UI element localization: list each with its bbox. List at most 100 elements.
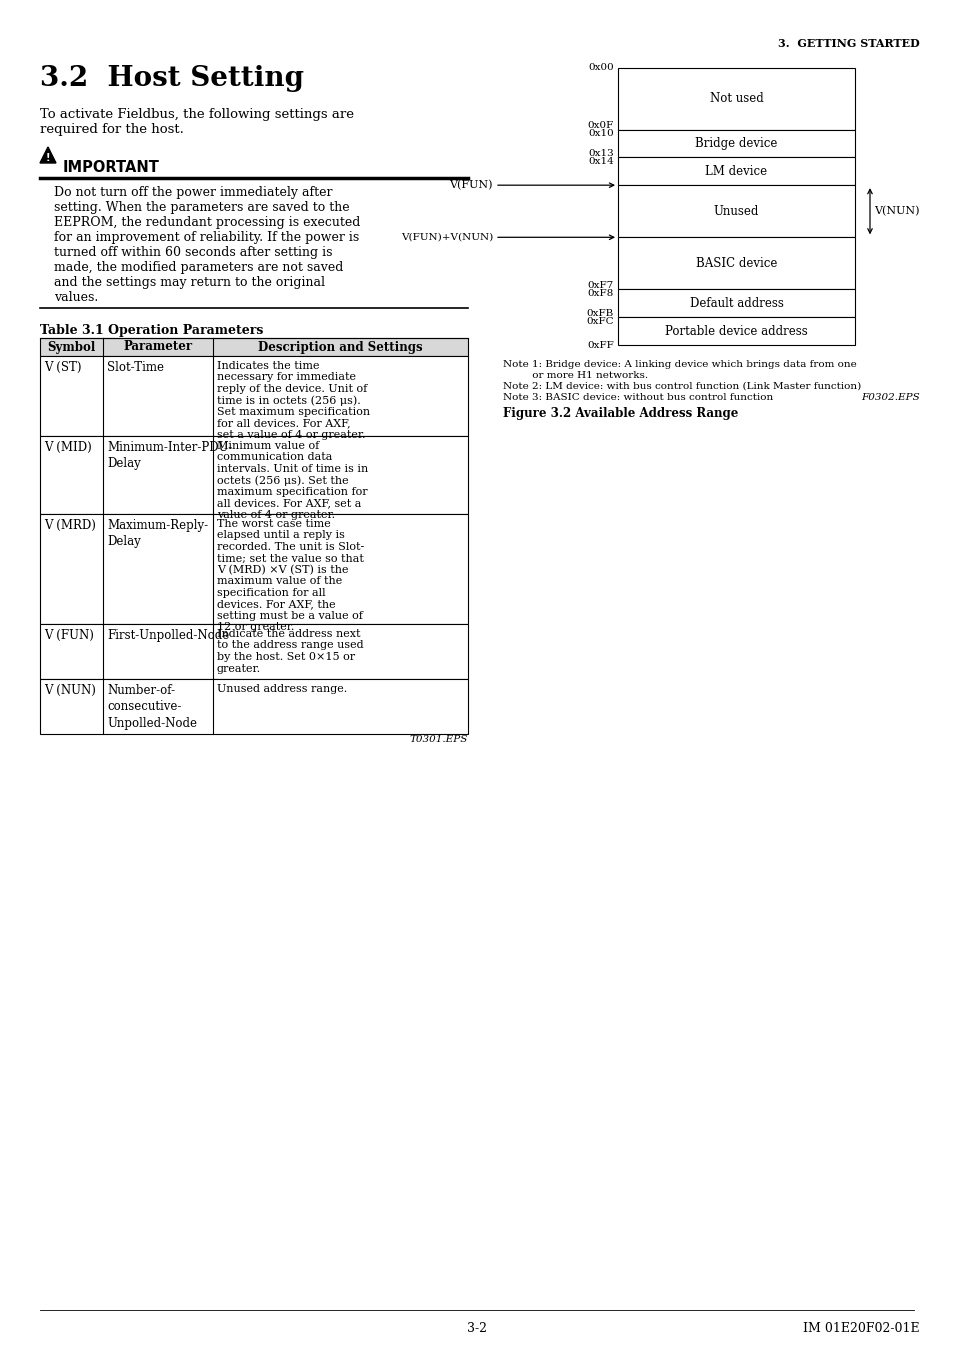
Text: V(FUN): V(FUN): [449, 180, 493, 190]
Text: Do not turn off the power immediately after: Do not turn off the power immediately af…: [54, 186, 333, 199]
Text: necessary for immediate: necessary for immediate: [216, 373, 355, 382]
Text: Indicates the time: Indicates the time: [216, 361, 319, 372]
Bar: [40, 338, 468, 357]
Text: EEPROM, the redundant processing is executed: EEPROM, the redundant processing is exec…: [54, 216, 360, 230]
Bar: [618, 289, 854, 317]
Text: setting must be a value of: setting must be a value of: [216, 611, 362, 621]
Text: 0x14: 0x14: [588, 157, 614, 166]
Text: turned off within 60 seconds after setting is: turned off within 60 seconds after setti…: [54, 246, 333, 259]
Bar: [40, 436, 468, 513]
Text: IM 01E20F02-01E: IM 01E20F02-01E: [802, 1323, 919, 1335]
Text: V (FUN): V (FUN): [44, 630, 93, 642]
Bar: [40, 513, 468, 624]
Text: LM device: LM device: [704, 165, 767, 178]
Text: elapsed until a reply is: elapsed until a reply is: [216, 531, 345, 540]
Text: Note 2: LM device: with bus control function (Link Master function): Note 2: LM device: with bus control func…: [502, 382, 861, 390]
Text: Note 1: Bridge device: A linking device which brings data from one: Note 1: Bridge device: A linking device …: [502, 359, 856, 369]
Text: value of 4 or greater.: value of 4 or greater.: [216, 509, 335, 520]
Text: T0301.EPS: T0301.EPS: [409, 735, 468, 744]
Text: IMPORTANT: IMPORTANT: [63, 159, 160, 176]
Text: V (NUN): V (NUN): [44, 684, 95, 697]
Text: communication data: communication data: [216, 453, 332, 462]
Bar: [618, 185, 854, 238]
Text: set a value of 4 or greater.: set a value of 4 or greater.: [216, 430, 365, 440]
Text: V (MID): V (MID): [44, 440, 91, 454]
Text: maximum specification for: maximum specification for: [216, 486, 367, 497]
Bar: [40, 357, 468, 436]
Text: 0x10: 0x10: [588, 130, 614, 138]
Text: V (ST): V (ST): [44, 361, 81, 374]
Text: or more H1 networks.: or more H1 networks.: [502, 372, 647, 380]
Text: Indicate the address next: Indicate the address next: [216, 630, 360, 639]
Text: specification for all: specification for all: [216, 588, 325, 598]
Text: Parameter: Parameter: [123, 340, 193, 354]
Text: 0xFB: 0xFB: [586, 309, 614, 317]
Text: The worst case time: The worst case time: [216, 519, 331, 530]
Text: Figure 3.2 Available Address Range: Figure 3.2 Available Address Range: [502, 407, 738, 420]
Bar: [40, 624, 468, 680]
Text: Unused address range.: Unused address range.: [216, 684, 347, 694]
Text: octets (256 μs). Set the: octets (256 μs). Set the: [216, 476, 348, 486]
Text: V(FUN)+V(NUN): V(FUN)+V(NUN): [400, 232, 493, 242]
Text: maximum value of the: maximum value of the: [216, 577, 342, 586]
Text: Bridge device: Bridge device: [695, 136, 777, 150]
Text: Slot-Time: Slot-Time: [107, 361, 164, 374]
Text: Default address: Default address: [689, 297, 782, 309]
Text: V(NUN): V(NUN): [873, 207, 919, 216]
Text: recorded. The unit is Slot-: recorded. The unit is Slot-: [216, 542, 364, 553]
Text: 3-2: 3-2: [467, 1323, 486, 1335]
Bar: [618, 238, 854, 289]
Text: Unused: Unused: [713, 205, 759, 218]
Text: made, the modified parameters are not saved: made, the modified parameters are not sa…: [54, 261, 343, 274]
Text: Number-of-
consecutive-
Unpolled-Node: Number-of- consecutive- Unpolled-Node: [107, 684, 196, 730]
Text: Maximum-Reply-
Delay: Maximum-Reply- Delay: [107, 519, 208, 549]
Text: 0xFF: 0xFF: [587, 340, 614, 350]
Text: by the host. Set 0×15 or: by the host. Set 0×15 or: [216, 653, 355, 662]
Text: reply of the device. Unit of: reply of the device. Unit of: [216, 384, 367, 394]
Text: Set maximum specification: Set maximum specification: [216, 407, 370, 417]
Text: 0xF8: 0xF8: [587, 289, 614, 299]
Text: 0x00: 0x00: [588, 63, 614, 73]
Text: devices. For AXF, the: devices. For AXF, the: [216, 600, 335, 609]
Text: Not used: Not used: [709, 92, 762, 105]
Text: time; set the value so that: time; set the value so that: [216, 554, 363, 563]
Text: values.: values.: [54, 290, 98, 304]
Text: time is in octets (256 μs).: time is in octets (256 μs).: [216, 396, 360, 407]
Bar: [618, 157, 854, 185]
Text: 0x13: 0x13: [588, 149, 614, 158]
Text: Description and Settings: Description and Settings: [258, 340, 422, 354]
Text: V (MRD): V (MRD): [44, 519, 95, 532]
Text: !: !: [46, 153, 51, 163]
Text: Note 3: BASIC device: without bus control function: Note 3: BASIC device: without bus contro…: [502, 393, 773, 403]
Text: 0xFC: 0xFC: [586, 316, 614, 326]
Text: 0x0F: 0x0F: [587, 122, 614, 130]
Bar: [40, 680, 468, 734]
Text: Minimum value of: Minimum value of: [216, 440, 319, 451]
Text: greater.: greater.: [216, 663, 261, 674]
Text: for an improvement of reliability. If the power is: for an improvement of reliability. If th…: [54, 231, 359, 245]
Text: all devices. For AXF, set a: all devices. For AXF, set a: [216, 499, 361, 508]
Text: required for the host.: required for the host.: [40, 123, 184, 136]
Polygon shape: [40, 147, 56, 163]
Text: and the settings may return to the original: and the settings may return to the origi…: [54, 276, 325, 289]
Text: Minimum-Inter-PDU-
Delay: Minimum-Inter-PDU- Delay: [107, 440, 232, 470]
Text: V (MRD) ×V (ST) is the: V (MRD) ×V (ST) is the: [216, 565, 348, 576]
Text: intervals. Unit of time is in: intervals. Unit of time is in: [216, 463, 368, 474]
Text: First-Unpolled-Node: First-Unpolled-Node: [107, 630, 229, 642]
Text: BASIC device: BASIC device: [695, 257, 777, 270]
Text: Table 3.1 Operation Parameters: Table 3.1 Operation Parameters: [40, 324, 263, 336]
Bar: [618, 68, 854, 130]
Text: for all devices. For AXF,: for all devices. For AXF,: [216, 419, 351, 428]
Bar: [618, 317, 854, 345]
Text: to the address range used: to the address range used: [216, 640, 363, 650]
Text: To activate Fieldbus, the following settings are: To activate Fieldbus, the following sett…: [40, 108, 354, 122]
Bar: [618, 130, 854, 157]
Text: 12 or greater.: 12 or greater.: [216, 623, 294, 632]
Text: setting. When the parameters are saved to the: setting. When the parameters are saved t…: [54, 201, 349, 213]
Text: Symbol: Symbol: [48, 340, 95, 354]
Text: Portable device address: Portable device address: [664, 324, 807, 338]
Text: 0xF7: 0xF7: [587, 281, 614, 290]
Text: 3.2  Host Setting: 3.2 Host Setting: [40, 65, 304, 92]
Text: 3.  GETTING STARTED: 3. GETTING STARTED: [778, 38, 919, 49]
Text: F0302.EPS: F0302.EPS: [861, 393, 919, 403]
